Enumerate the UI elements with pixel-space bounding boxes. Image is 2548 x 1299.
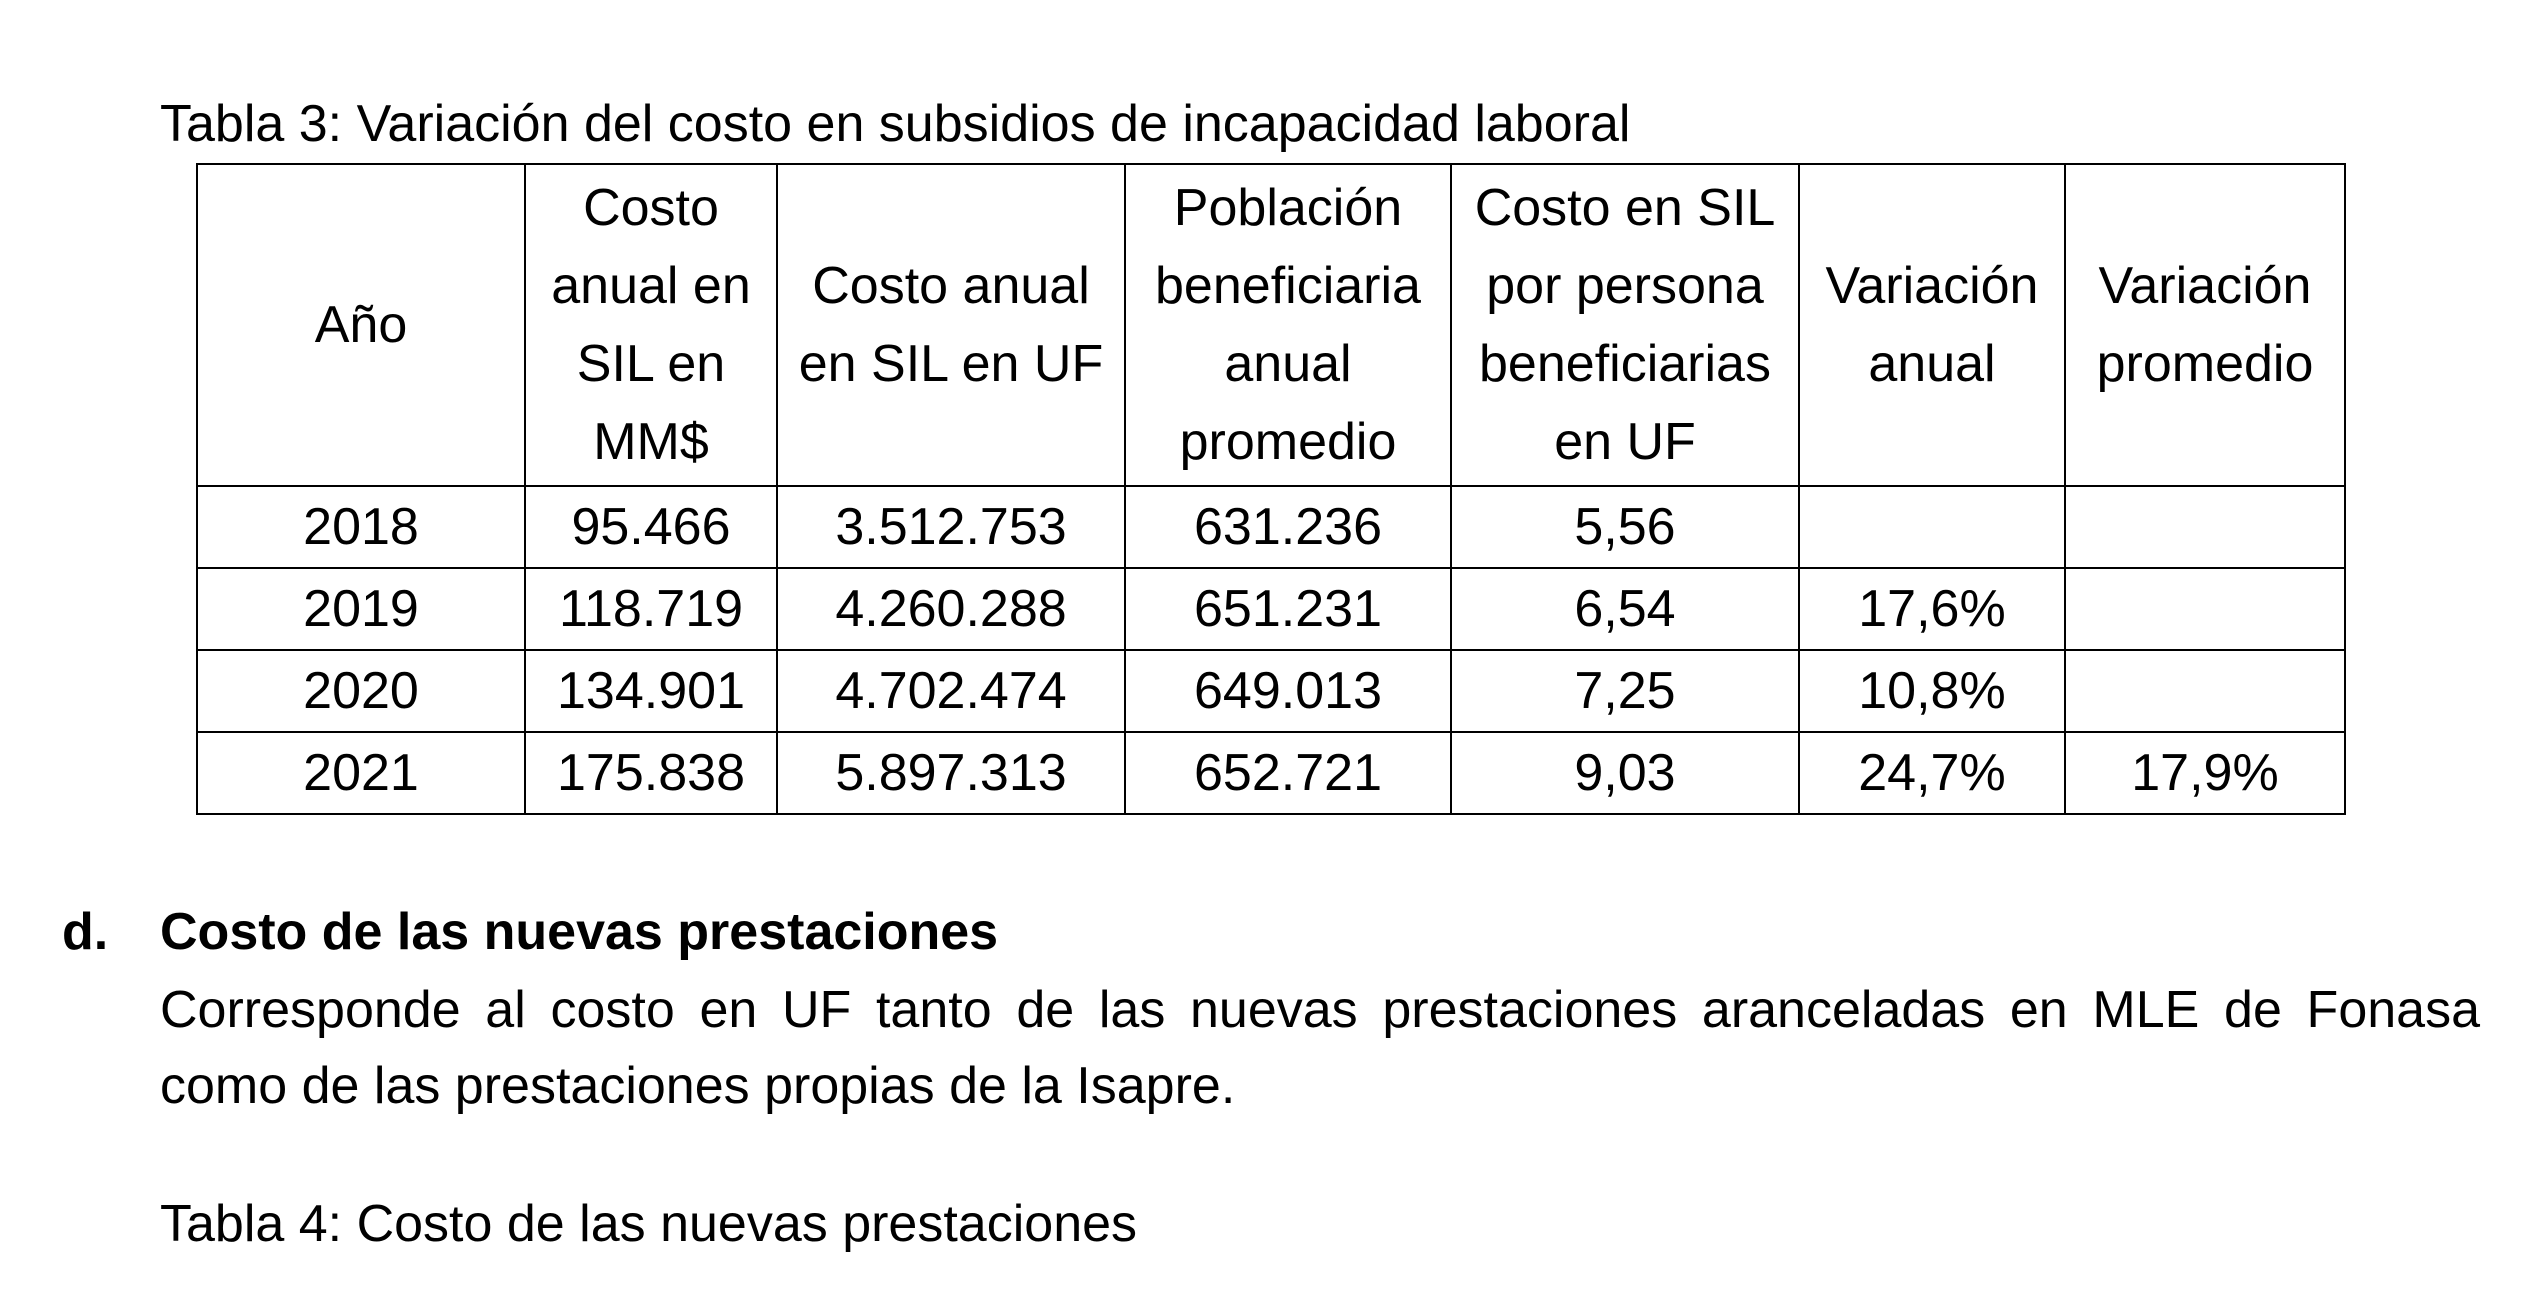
table-row: 2020 134.901 4.702.474 649.013 7,25 10,8… — [196, 649, 2346, 733]
section-d-title: Costo de las nuevas prestaciones — [160, 903, 999, 961]
table-cell: 649.013 — [1124, 649, 1452, 733]
table-cell: 2019 — [196, 567, 526, 651]
section-d-paragraph: Corresponde al costo en UF tanto de las … — [160, 972, 2480, 1124]
table-cell — [2064, 485, 2346, 569]
header-cost-per-person: Costo en SIL por persona beneficiarias e… — [1450, 163, 1800, 487]
table-cell: 5,56 — [1450, 485, 1800, 569]
table-cell: 134.901 — [524, 649, 778, 733]
table-cell: 10,8% — [1798, 649, 2066, 733]
table-cell: 3.512.753 — [776, 485, 1126, 569]
header-annual-variation: Variación anual — [1798, 163, 2066, 487]
table-cell: 631.236 — [1124, 485, 1452, 569]
table-row: 2021 175.838 5.897.313 652.721 9,03 24,7… — [196, 731, 2346, 815]
header-average-variation: Variación promedio — [2064, 163, 2346, 487]
header-beneficiary-population: Población beneficiaria anual promedio — [1124, 163, 1452, 487]
table-row: 2018 95.466 3.512.753 631.236 5,56 — [196, 485, 2346, 569]
header-year: Año — [196, 163, 526, 487]
table-cell: 95.466 — [524, 485, 778, 569]
table-cell: 4.702.474 — [776, 649, 1126, 733]
table-cell: 2020 — [196, 649, 526, 733]
section-d-letter: d. — [62, 903, 109, 961]
table-cell — [2064, 649, 2346, 733]
table-cell: 17,6% — [1798, 567, 2066, 651]
table-cell: 17,9% — [2064, 731, 2346, 815]
table-header-row: Año Costo anual en SIL en MM$ Costo anua… — [196, 163, 2346, 487]
table-cell — [1798, 485, 2066, 569]
table-row: 2019 118.719 4.260.288 651.231 6,54 17,6… — [196, 567, 2346, 651]
table-cell: 651.231 — [1124, 567, 1452, 651]
table-cell: 118.719 — [524, 567, 778, 651]
header-annual-cost-uf: Costo anual en SIL en UF — [776, 163, 1126, 487]
table-cell: 7,25 — [1450, 649, 1800, 733]
table-cell: 652.721 — [1124, 731, 1452, 815]
paragraph-line-2: como de las prestaciones propias de la I… — [160, 1057, 1236, 1115]
table-cell: 2018 — [196, 485, 526, 569]
sil-cost-table: Año Costo anual en SIL en MM$ Costo anua… — [196, 163, 2346, 815]
table-cell: 24,7% — [1798, 731, 2066, 815]
table3-caption: Tabla 3: Variación del costo en subsidio… — [160, 95, 1631, 153]
table-cell: 9,03 — [1450, 731, 1800, 815]
header-annual-cost-mm: Costo anual en SIL en MM$ — [524, 163, 778, 487]
table4-caption: Tabla 4: Costo de las nuevas prestacione… — [160, 1195, 1138, 1253]
table-cell — [2064, 567, 2346, 651]
paragraph-line-1: Corresponde al costo en UF tanto de las … — [160, 981, 2480, 1039]
table-cell: 175.838 — [524, 731, 778, 815]
section-d-heading: d. Costo de las nuevas prestaciones — [62, 900, 998, 964]
table-cell: 2021 — [196, 731, 526, 815]
table-cell: 5.897.313 — [776, 731, 1126, 815]
table-cell: 4.260.288 — [776, 567, 1126, 651]
table-cell: 6,54 — [1450, 567, 1800, 651]
